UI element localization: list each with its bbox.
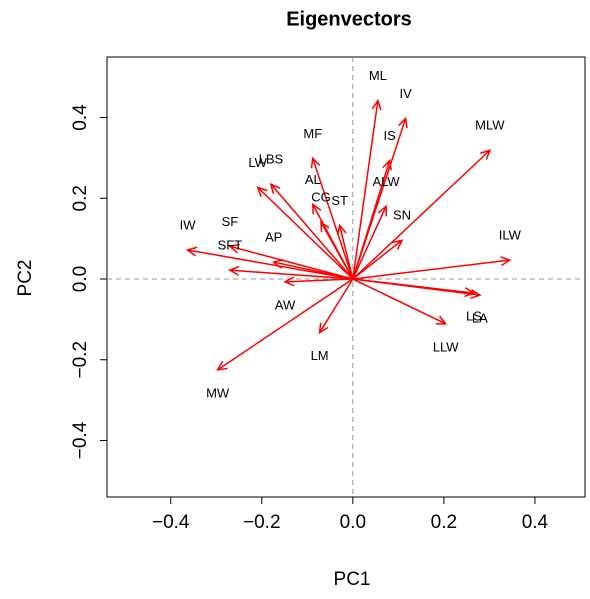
arrow-label: ST (331, 193, 348, 208)
arrow (352, 158, 392, 280)
arrow-label: LW (248, 155, 267, 170)
arrow-label: ALW (372, 174, 400, 189)
y-tick-label: 0.2 (70, 185, 91, 211)
arrow (352, 98, 382, 280)
arrow-label: LM (311, 348, 329, 363)
arrow (352, 278, 482, 300)
arrow-label: LBS (259, 152, 284, 167)
arrow (310, 156, 354, 280)
y-tick-label: −0.4 (70, 421, 91, 459)
arrow-label: MW (206, 385, 230, 400)
arrow (269, 182, 354, 280)
arrow (352, 278, 448, 325)
arrow (216, 278, 354, 371)
arrow-label: SN (393, 208, 411, 223)
arrow-label: LA (472, 311, 488, 326)
arrow (318, 278, 354, 335)
arrow (352, 149, 492, 280)
arrow (352, 256, 512, 280)
arrow (256, 186, 354, 280)
arrow-label: MLW (475, 118, 505, 133)
arrow-label: LS (466, 309, 482, 324)
x-axis-label: PC1 (334, 569, 371, 590)
x-tick-label: 0.2 (431, 512, 457, 533)
y-tick-label: −0.2 (70, 341, 91, 379)
arrow-label: AL (305, 172, 321, 187)
arrow (228, 243, 354, 280)
arrow-label: CG (311, 190, 331, 205)
arrow-label: ML (369, 68, 387, 83)
arrow-label: ILW (499, 227, 522, 242)
arrow (185, 246, 353, 280)
arrow-label: MF (303, 126, 322, 141)
y-axis-label: PC2 (15, 260, 36, 297)
x-tick-label: 0.0 (340, 512, 366, 533)
x-tick-label: −0.4 (152, 512, 190, 533)
chart-title: Eigenvectors (286, 8, 412, 30)
arrow (336, 223, 354, 280)
plot-frame (106, 56, 586, 498)
arrow-label: SFT (218, 238, 243, 253)
arrow-label: IW (180, 217, 197, 232)
x-tick-label: 0.4 (522, 512, 549, 533)
arrow-label: IV (399, 86, 412, 101)
arrow (283, 276, 353, 287)
arrow-label: AP (265, 230, 282, 245)
arrow-label: AW (275, 297, 296, 312)
arrow (271, 258, 353, 280)
y-tick-label: 0.0 (70, 266, 91, 292)
arrow-label: SF (222, 214, 239, 229)
arrow (320, 220, 354, 280)
x-tick-label: −0.2 (243, 512, 281, 533)
arrow (352, 239, 404, 280)
arrow-label: IS (384, 128, 397, 143)
arrow-label: LLW (433, 339, 459, 354)
y-tick-label: 0.4 (70, 104, 91, 131)
arrow (352, 204, 388, 280)
arrow (228, 265, 353, 280)
